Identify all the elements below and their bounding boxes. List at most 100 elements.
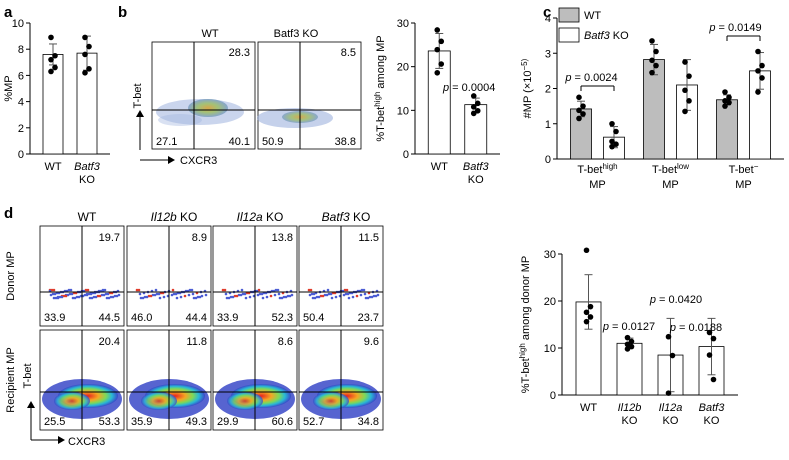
flow-event [276, 288, 280, 292]
flow-event [274, 288, 278, 292]
legend-swatch [558, 7, 580, 23]
flow-event [187, 293, 191, 297]
flow-event [141, 296, 145, 300]
flow-b-batf3-q-bl: 50.9 [262, 136, 283, 148]
x-group-label: T-bet− [729, 162, 759, 177]
flow-event [53, 292, 57, 296]
flow-event [368, 295, 372, 299]
p-value-annotation: p = 0.0127 [602, 321, 655, 333]
flow-event [50, 288, 54, 292]
flow-event [342, 293, 346, 297]
flow-b-xaxis-label: CXCR3 [180, 155, 217, 167]
flow-event [49, 293, 53, 297]
data-point [609, 120, 615, 127]
data-point [682, 108, 688, 115]
flow-d-column-title: Batf3 KO [322, 210, 371, 224]
flow-quadrant-br: 53.3 [99, 416, 120, 428]
data-point [580, 111, 586, 117]
flow-event [364, 296, 368, 300]
x-category-label: Batf3 [699, 402, 726, 414]
flow-event [60, 295, 64, 299]
flow-event [240, 288, 244, 292]
flow-event [366, 296, 370, 300]
flow-b-batf3-q-br: 38.8 [335, 136, 356, 148]
flow-event [85, 293, 89, 297]
flow-event [311, 296, 315, 300]
flow-event [149, 294, 153, 298]
flow-event [313, 296, 317, 300]
flow-quadrant-bl: 25.5 [44, 416, 65, 428]
flow-event [58, 295, 62, 299]
data-point [710, 335, 717, 342]
flow-quadrant-bl: 33.9 [217, 312, 238, 324]
flow-b-wt-q-bl: 27.1 [156, 136, 177, 148]
data-point [609, 143, 615, 150]
panel-label-a: a [4, 4, 13, 21]
flow-event [56, 296, 60, 300]
flow-event [83, 293, 87, 297]
data-point [583, 247, 590, 254]
data-point [613, 128, 619, 135]
flow-event [62, 294, 66, 298]
flow-event [223, 288, 227, 292]
flow-quadrant-bl: 35.9 [131, 416, 152, 428]
flow-event [188, 288, 192, 292]
x-category-label: KO [663, 415, 679, 427]
data-point [434, 69, 441, 76]
data-point [726, 99, 732, 106]
flow-event [315, 295, 319, 299]
flow-event [359, 293, 363, 297]
flow-event [317, 295, 321, 299]
flow-event [157, 292, 161, 296]
data-point [682, 59, 688, 65]
flow-event [151, 293, 155, 297]
flow-density-core2 [227, 392, 263, 410]
flow-quadrant-bl: 50.4 [303, 312, 324, 324]
flow-event [363, 292, 367, 296]
y-tick-label: 6 [18, 70, 24, 82]
data-point [669, 352, 676, 359]
data-point [613, 141, 619, 147]
flow-event [139, 296, 143, 300]
flow-event [372, 294, 376, 298]
data-point [649, 69, 655, 76]
y-tick-label: 0 [403, 149, 409, 161]
flow-event [235, 294, 239, 298]
flow-event [347, 296, 351, 300]
flow-quadrant-tr: 20.4 [99, 336, 120, 348]
flow-event [194, 296, 198, 300]
flow-d-row-label-donor: Donor MP [5, 251, 17, 301]
y-tick-label: 0 [545, 154, 551, 166]
bar [616, 342, 643, 396]
flow-event [244, 296, 248, 300]
flow-event [86, 288, 90, 292]
flow-event [115, 294, 119, 298]
data-point [755, 48, 761, 55]
flow-event [326, 288, 330, 292]
flow-event [258, 292, 262, 296]
data-point [438, 61, 445, 67]
data-point [86, 66, 92, 72]
p-value-annotation: p = 0.0149 [708, 22, 761, 34]
data-point [755, 68, 761, 74]
flow-event [308, 293, 312, 297]
flow-event [106, 292, 110, 296]
y-tick-label: 20 [397, 62, 409, 74]
data-point [52, 64, 58, 71]
y-axis-label: #MP (×10−5) [520, 58, 535, 118]
y-tick-label: 0 [18, 149, 24, 161]
flow-event [221, 288, 225, 292]
flow-event [344, 292, 348, 296]
data-point [48, 56, 54, 63]
flow-density-core2 [141, 392, 177, 410]
flow-event [70, 292, 74, 296]
flow-event [174, 292, 178, 296]
flow-event [307, 288, 311, 292]
flow-event [233, 294, 237, 298]
flow-b-wt-q-br: 40.1 [229, 136, 250, 148]
flow-event [280, 296, 284, 300]
p-value-annotation: p = 0.0024 [564, 72, 617, 84]
x-category-label: Batf3 [74, 161, 101, 173]
data-point [759, 75, 765, 81]
